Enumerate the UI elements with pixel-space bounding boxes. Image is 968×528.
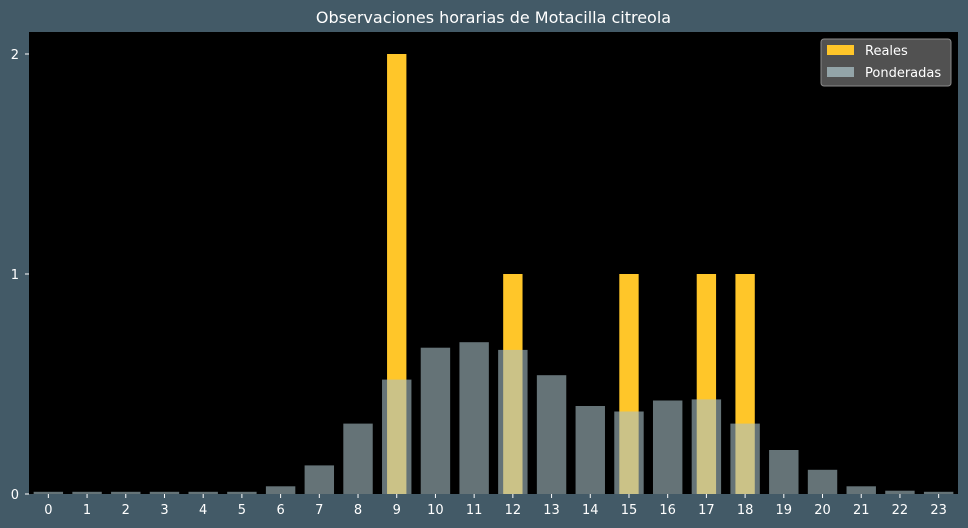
legend-swatch-ponderadas bbox=[827, 67, 854, 77]
bar-ponderadas-6 bbox=[265, 486, 296, 494]
bar-ponderadas-7 bbox=[304, 465, 335, 494]
bar-ponderadas-3 bbox=[149, 491, 180, 494]
x-tick-label-15: 15 bbox=[621, 503, 638, 518]
x-tick-label-14: 14 bbox=[582, 503, 599, 518]
bar-ponderadas-23 bbox=[923, 491, 954, 494]
x-tick-label-3: 3 bbox=[160, 503, 168, 518]
y-tick-label-0: 0 bbox=[11, 488, 19, 503]
bar-ponderadas-2 bbox=[111, 491, 141, 494]
bar-ponderadas-8 bbox=[343, 423, 373, 494]
bar-ponderadas-13 bbox=[536, 375, 567, 494]
bar-ponderadas-18 bbox=[730, 423, 760, 494]
bar-ponderadas-15 bbox=[614, 411, 644, 494]
x-tick-label-10: 10 bbox=[427, 503, 444, 518]
x-tick-label-16: 16 bbox=[659, 503, 676, 518]
x-tick-label-21: 21 bbox=[853, 503, 870, 518]
x-tick-label-8: 8 bbox=[354, 503, 362, 518]
bar-ponderadas-14 bbox=[575, 406, 605, 494]
bar-ponderadas-1 bbox=[72, 491, 102, 494]
x-tick-label-17: 17 bbox=[698, 503, 715, 518]
legend-label-ponderadas: Ponderadas bbox=[865, 66, 941, 81]
x-tick-label-6: 6 bbox=[276, 503, 284, 518]
legend-swatch-reales bbox=[827, 45, 854, 55]
x-tick-label-5: 5 bbox=[238, 503, 246, 518]
bar-ponderadas-19 bbox=[769, 450, 799, 494]
y-tick-label-2: 2 bbox=[11, 48, 19, 63]
x-tick-label-9: 9 bbox=[393, 503, 401, 518]
plot-area bbox=[29, 32, 958, 494]
x-tick-label-11: 11 bbox=[466, 503, 483, 518]
bar-ponderadas-0 bbox=[33, 491, 64, 494]
bar-ponderadas-10 bbox=[420, 347, 451, 494]
bar-ponderadas-4 bbox=[188, 491, 218, 494]
y-tick-label-1: 1 bbox=[11, 268, 19, 283]
bar-ponderadas-12 bbox=[498, 349, 528, 494]
bar-ponderadas-22 bbox=[885, 490, 915, 494]
x-tick-label-19: 19 bbox=[776, 503, 793, 518]
x-tick-label-1: 1 bbox=[83, 503, 91, 518]
x-tick-label-2: 2 bbox=[122, 503, 130, 518]
bar-ponderadas-9 bbox=[382, 379, 412, 494]
bar-ponderadas-5 bbox=[227, 491, 257, 494]
x-tick-label-7: 7 bbox=[315, 503, 323, 518]
bar-ponderadas-17 bbox=[691, 399, 722, 494]
chart-title: Observaciones horarias de Motacilla citr… bbox=[316, 8, 671, 27]
legend-label-reales: Reales bbox=[865, 44, 908, 59]
x-tick-label-0: 0 bbox=[44, 503, 52, 518]
x-tick-label-22: 22 bbox=[892, 503, 909, 518]
x-tick-label-18: 18 bbox=[737, 503, 754, 518]
x-tick-label-13: 13 bbox=[543, 503, 560, 518]
x-tick-label-4: 4 bbox=[199, 503, 207, 518]
bar-ponderadas-21 bbox=[846, 486, 876, 494]
bar-ponderadas-16 bbox=[652, 400, 683, 494]
x-tick-label-23: 23 bbox=[930, 503, 947, 518]
bar-ponderadas-11 bbox=[459, 342, 489, 494]
x-tick-label-20: 20 bbox=[814, 503, 831, 518]
x-tick-label-12: 12 bbox=[505, 503, 522, 518]
bar-ponderadas-20 bbox=[807, 469, 838, 494]
